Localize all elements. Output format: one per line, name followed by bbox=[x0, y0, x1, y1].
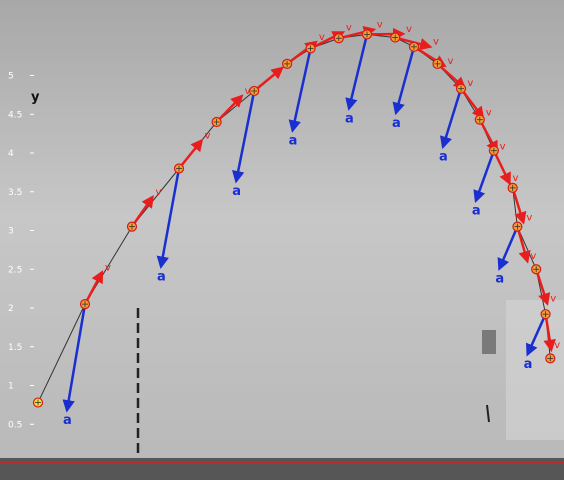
acceleration-arrow bbox=[62, 303, 87, 413]
y-axis-ticks: 0.5 1 1.5 2 2.5 3 3.5 4 4.5 5 bbox=[8, 72, 34, 430]
trajectory-point bbox=[474, 114, 485, 125]
velocity-arrow bbox=[215, 94, 244, 123]
velocity-label: v bbox=[486, 107, 492, 118]
velocity-arrow bbox=[460, 87, 485, 120]
velocity-arrow bbox=[516, 226, 531, 264]
trajectory-point bbox=[540, 309, 551, 320]
velocity-label: v bbox=[245, 86, 251, 97]
velocity-label: v bbox=[550, 294, 556, 305]
y-tick-label: 1.5 bbox=[8, 343, 22, 353]
y-tick-label: 3 bbox=[8, 227, 14, 237]
acceleration-arrow bbox=[439, 88, 463, 150]
velocity-label: v bbox=[156, 187, 162, 198]
acceleration-arrow bbox=[526, 313, 547, 357]
background-mark bbox=[486, 404, 490, 423]
acceleration-arrow bbox=[288, 48, 312, 133]
trajectory-point bbox=[249, 85, 260, 97]
background-box bbox=[482, 330, 496, 354]
trajectory-point bbox=[305, 43, 316, 54]
velocity-arrow bbox=[178, 138, 204, 170]
trajectory-point bbox=[531, 264, 542, 275]
acceleration-label: a bbox=[439, 150, 448, 165]
y-tick-label: 2.5 bbox=[8, 265, 22, 275]
trajectory-point bbox=[333, 33, 344, 44]
velocity-label: v bbox=[554, 340, 560, 351]
trajectory-point bbox=[432, 58, 443, 69]
velocity-arrow bbox=[130, 194, 154, 228]
acceleration-vectors: a a a a a a a a a a bbox=[62, 34, 547, 428]
y-tick-label: 0.5 bbox=[8, 420, 22, 430]
velocity-label: v bbox=[346, 22, 352, 33]
trajectory-point bbox=[79, 299, 91, 310]
acceleration-label: a bbox=[289, 133, 298, 148]
acceleration-label: a bbox=[232, 184, 241, 199]
velocity-label: v bbox=[530, 251, 536, 262]
trajectory-point bbox=[507, 182, 518, 193]
y-tick-label: 5 bbox=[8, 72, 14, 82]
acceleration-arrow bbox=[345, 34, 369, 111]
velocity-label: v bbox=[319, 32, 325, 43]
velocity-label: v bbox=[433, 37, 439, 48]
acceleration-label: a bbox=[495, 272, 504, 287]
background-panel bbox=[506, 300, 564, 440]
trajectory-point bbox=[545, 353, 556, 364]
velocity-label: v bbox=[105, 262, 111, 273]
y-tick-label: 2 bbox=[8, 304, 14, 314]
velocity-label: v bbox=[526, 212, 532, 223]
trajectory-point bbox=[282, 58, 293, 69]
acceleration-arrow bbox=[473, 150, 496, 204]
trajectory-points bbox=[32, 29, 556, 408]
velocity-arrow bbox=[253, 66, 284, 92]
acceleration-label: a bbox=[524, 357, 533, 372]
y-tick-label: 1 bbox=[8, 382, 14, 392]
acceleration-arrow bbox=[392, 46, 416, 116]
trajectory-point bbox=[512, 221, 523, 232]
acceleration-arrow bbox=[156, 168, 181, 269]
acceleration-arrow bbox=[497, 226, 519, 271]
velocity-label: v bbox=[205, 131, 211, 142]
acceleration-label: a bbox=[63, 413, 72, 428]
trajectory-point bbox=[408, 41, 420, 52]
y-axis-label: y bbox=[31, 90, 40, 105]
trajectory-point bbox=[173, 163, 185, 174]
acceleration-label: a bbox=[392, 116, 401, 131]
trajectory-point bbox=[390, 32, 401, 43]
velocity-arrow bbox=[535, 268, 551, 306]
velocity-arrow bbox=[511, 187, 527, 225]
velocity-label: v bbox=[406, 24, 412, 35]
y-tick-label: 4 bbox=[8, 149, 14, 159]
velocity-label: v bbox=[513, 173, 519, 184]
acceleration-label: a bbox=[157, 270, 166, 285]
velocity-arrow bbox=[492, 150, 511, 186]
velocity-arrow bbox=[83, 270, 104, 305]
acceleration-label: a bbox=[345, 111, 354, 126]
trajectory-point bbox=[488, 145, 499, 156]
floor-strip bbox=[0, 458, 564, 480]
velocity-arrow bbox=[543, 314, 556, 353]
trajectory-point bbox=[455, 83, 467, 94]
y-tick-label: 3.5 bbox=[8, 188, 22, 198]
velocity-label: v bbox=[500, 141, 506, 152]
velocity-label: v bbox=[467, 78, 473, 89]
y-tick-label: 4.5 bbox=[8, 110, 22, 120]
trajectory-point bbox=[32, 397, 44, 408]
acceleration-arrow bbox=[232, 90, 256, 184]
trajectory-point bbox=[211, 116, 222, 128]
velocity-label: v bbox=[448, 56, 454, 67]
trajectory-point bbox=[361, 29, 373, 40]
acceleration-label: a bbox=[472, 204, 481, 219]
trajectory-point bbox=[126, 221, 138, 232]
velocity-label: v bbox=[377, 20, 383, 31]
